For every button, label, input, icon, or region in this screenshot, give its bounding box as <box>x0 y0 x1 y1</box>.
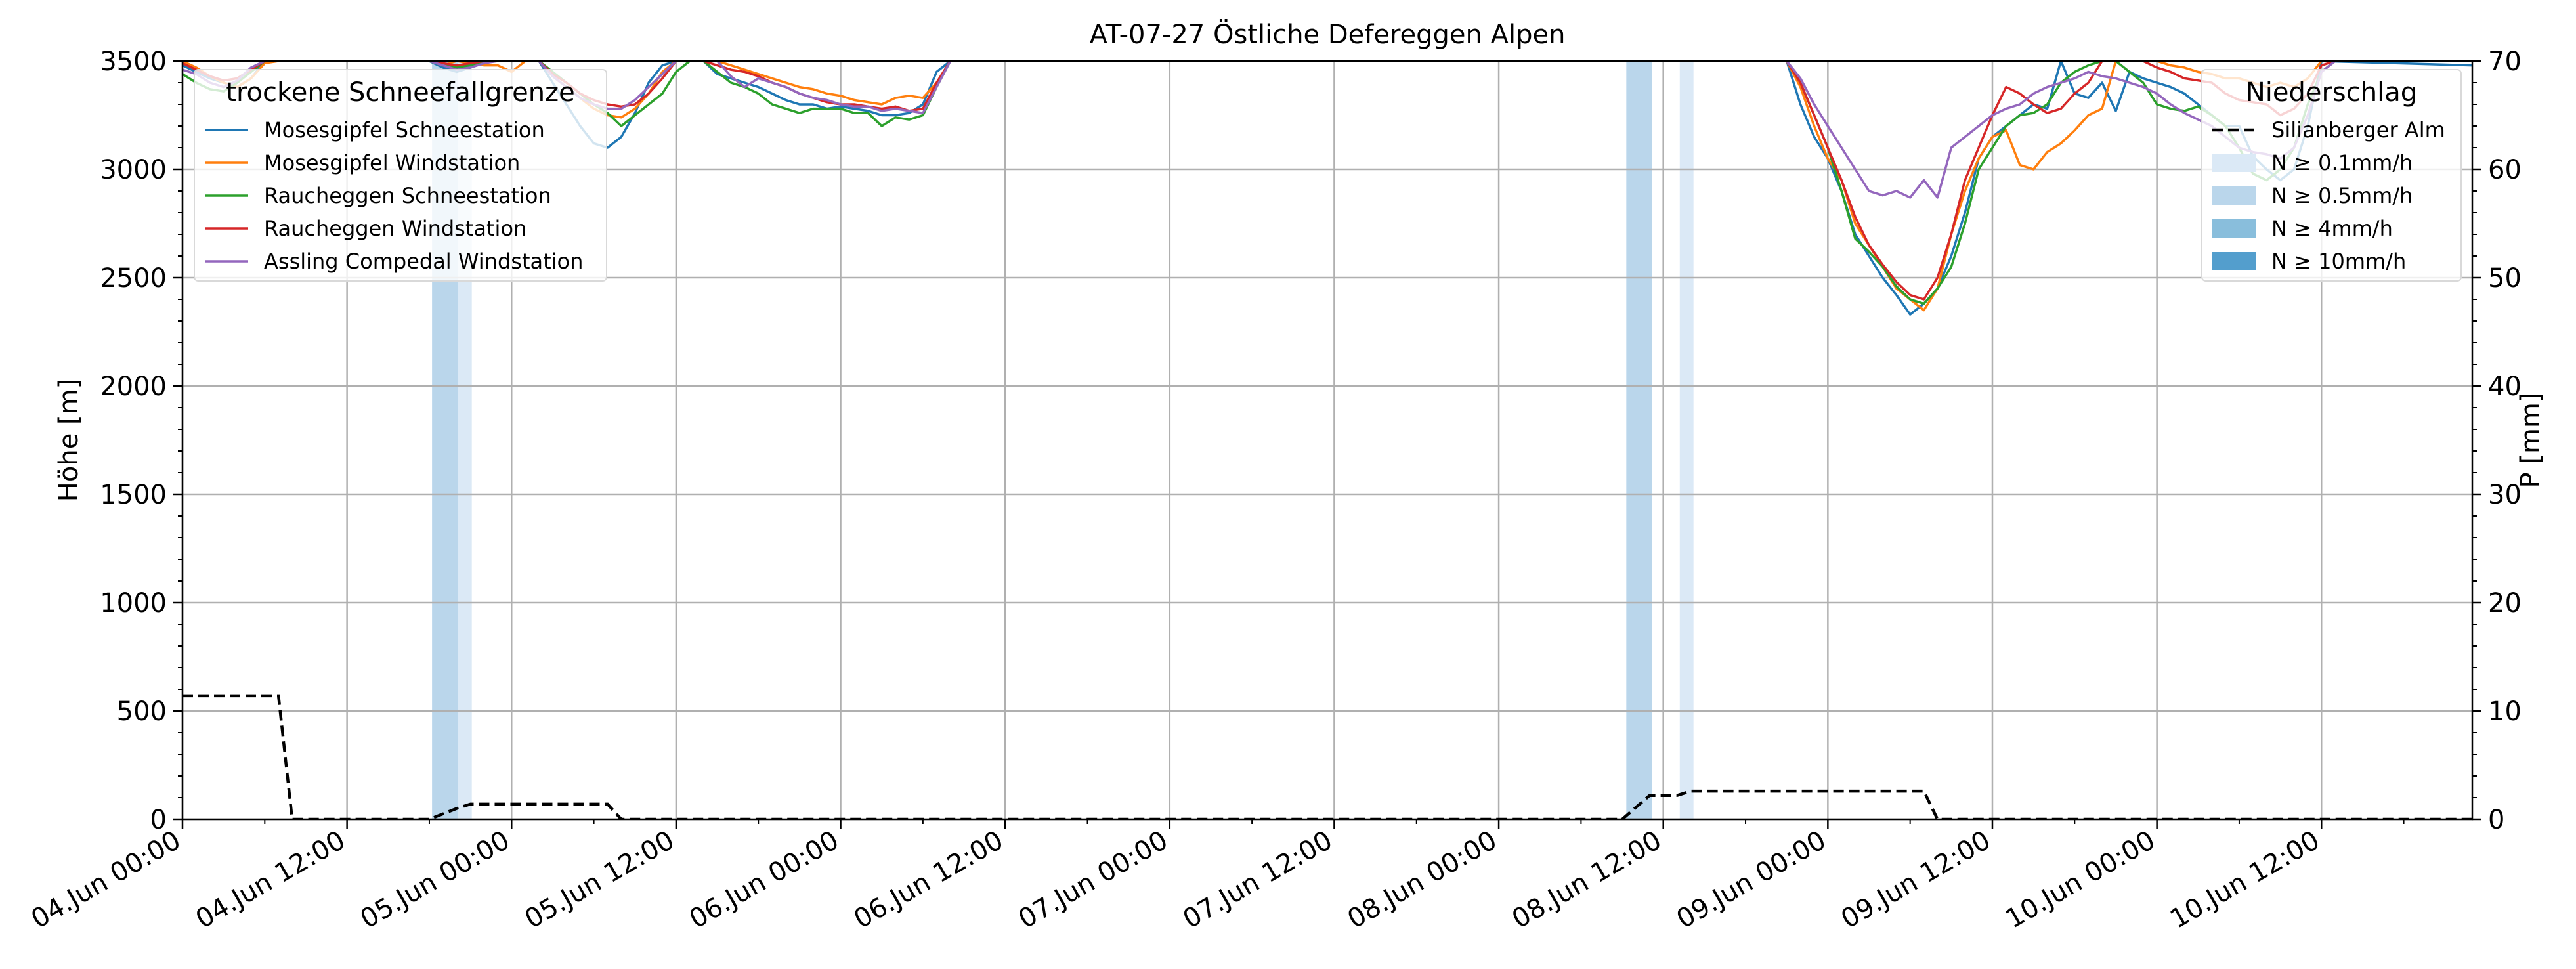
chart-title: AT-07-27 Östliche Defereggen Alpen <box>1090 18 1566 50</box>
y-tick-label: 500 <box>117 697 167 727</box>
y2-tick-label: 30 <box>2488 480 2522 510</box>
legend-entry-label: Raucheggen Windstation <box>264 216 526 241</box>
legend-entry-label: N ≥ 10mm/h <box>2271 249 2406 274</box>
precip-band <box>1679 61 1694 819</box>
legend-title: Niederschlag <box>2246 77 2417 108</box>
legend-swatch <box>2212 186 2256 205</box>
y-tick-label: 3500 <box>100 47 167 77</box>
legend-entry-label: Mosesgipfel Schneestation <box>264 118 545 142</box>
legend-entry-label: Silianberger Alm <box>2271 118 2445 142</box>
y-tick-label: 2000 <box>100 372 167 402</box>
plot-frame <box>181 60 2474 821</box>
legend-frame <box>194 69 607 282</box>
legend-entry-label: Assling Compedal Windstation <box>264 249 583 274</box>
y2-tick-label: 70 <box>2488 47 2522 77</box>
precip-band <box>1626 61 1653 819</box>
y2-tick-label: 20 <box>2488 588 2522 618</box>
y2-tick-label: 0 <box>2488 805 2504 835</box>
legend-left: trockene Schneefallgrenze Mosesgipfel Sch… <box>194 69 607 282</box>
y-tick-label: 1000 <box>100 588 167 618</box>
legend-entry-label: Raucheggen Schneestation <box>264 183 551 208</box>
y-tick-label: 0 <box>150 805 167 835</box>
legend-swatch <box>2212 219 2256 238</box>
legend-swatch <box>2212 252 2256 270</box>
legend-entry-label: N ≥ 0.5mm/h <box>2271 183 2413 208</box>
y-tick-label: 1500 <box>100 480 167 510</box>
y2-tick-label: 60 <box>2488 155 2522 185</box>
y2-axis-label: P [mm] <box>2516 393 2546 488</box>
y2-tick-label: 40 <box>2488 372 2522 402</box>
legend-entry-label: Mosesgipfel Windstation <box>264 150 520 175</box>
legend-right: Niederschlag Silianberger Alm N ≥ 0.1mm/h N… <box>2201 69 2462 282</box>
y2-tick-label: 10 <box>2488 697 2522 727</box>
legend-swatch <box>2212 154 2256 172</box>
legend-title: trockene Schneefallgrenze <box>226 77 574 108</box>
y2-tick-label: 50 <box>2488 263 2522 293</box>
y-axis-label: Höhe [m] <box>54 379 84 502</box>
legend-entry-label: N ≥ 0.1mm/h <box>2271 150 2413 175</box>
y-tick-label: 2500 <box>100 263 167 293</box>
legend-frame <box>2201 69 2462 282</box>
legend-entry-label: N ≥ 4mm/h <box>2271 216 2393 241</box>
y-tick-label: 3000 <box>100 155 167 185</box>
